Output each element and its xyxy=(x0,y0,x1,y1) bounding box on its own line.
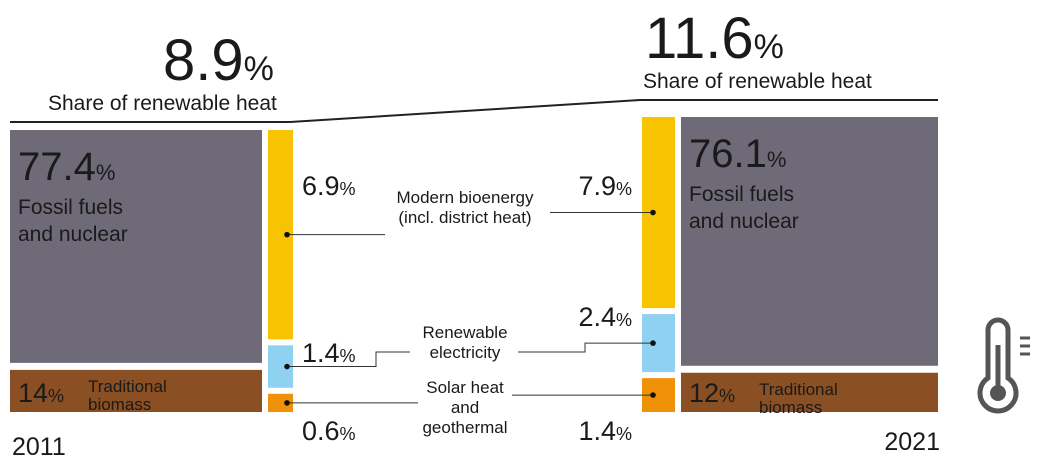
value: 6.9 xyxy=(302,171,340,201)
traditional-label: Traditional xyxy=(88,377,167,396)
year-label: 2021 xyxy=(884,428,940,456)
fossil-label: Fossil fuels xyxy=(689,183,794,206)
unit: % xyxy=(616,310,632,330)
unit: % xyxy=(767,147,787,172)
fossil-block xyxy=(10,130,262,363)
traditional-label: biomass xyxy=(88,395,151,414)
solar-value: 1.4% xyxy=(578,416,632,446)
connector-dot xyxy=(284,231,290,238)
unit: % xyxy=(340,424,356,444)
thermometer-icon xyxy=(977,317,1030,414)
share-label: Share of renewable heat xyxy=(48,92,277,115)
renewable-share: 11.6% xyxy=(645,6,784,71)
electricity-label: Renewable xyxy=(422,323,507,342)
value: 77.4 xyxy=(18,145,96,189)
connector-dot xyxy=(284,400,290,406)
value: 0.6 xyxy=(302,416,340,446)
modern-label: Modern bioenergy xyxy=(396,188,534,207)
electricity-value: 1.4% xyxy=(302,338,356,368)
fossil-block xyxy=(681,117,938,366)
fossil-label: Fossil fuels xyxy=(18,196,123,219)
header-rule xyxy=(10,99,938,123)
unit: % xyxy=(616,424,632,444)
unit: % xyxy=(48,386,64,406)
solar-value: 0.6% xyxy=(302,416,356,446)
traditional-value: 14% xyxy=(18,378,64,408)
connector-dot xyxy=(650,340,656,346)
value: 1.4 xyxy=(578,416,616,446)
traditional-value: 12% xyxy=(689,378,735,408)
electricity-label: electricity xyxy=(430,343,501,362)
value: 76.1 xyxy=(689,132,767,176)
fossil-value: 76.1% xyxy=(689,132,786,176)
modern-value: 6.9% xyxy=(302,171,356,201)
solar-label: geothermal xyxy=(422,418,507,437)
solar-label: Solar heat xyxy=(426,378,504,397)
unit: % xyxy=(616,179,632,199)
modern-label: (incl. district heat) xyxy=(398,208,531,227)
connector-dot xyxy=(650,209,656,216)
modern-value: 7.9% xyxy=(578,171,632,201)
unit: % xyxy=(96,160,116,185)
value: 7.9 xyxy=(578,171,616,201)
value: 11.6 xyxy=(645,6,754,71)
connector xyxy=(287,351,410,368)
connector-dot xyxy=(650,392,656,398)
value: 8.9 xyxy=(163,28,244,93)
traditional-block xyxy=(10,369,262,412)
solar-bar xyxy=(268,393,293,412)
traditional-block xyxy=(681,372,938,412)
year-label: 2011 xyxy=(12,433,66,460)
value: 1.4 xyxy=(302,338,340,368)
connector-dot xyxy=(284,363,290,370)
solar-label: and xyxy=(451,398,479,417)
unit: % xyxy=(244,50,274,88)
traditional-label: biomass xyxy=(759,398,822,417)
value: 14 xyxy=(18,378,48,408)
unit: % xyxy=(340,179,356,199)
electricity-value: 2.4% xyxy=(578,302,632,332)
value: 12 xyxy=(689,378,719,408)
fossil-value: 77.4% xyxy=(18,145,115,189)
unit: % xyxy=(754,28,784,66)
connector xyxy=(518,342,653,353)
share-label: Share of renewable heat xyxy=(643,70,872,93)
fossil-label: and nuclear xyxy=(18,223,128,246)
traditional-label: Traditional xyxy=(759,380,838,399)
renewable-share: 8.9% xyxy=(163,28,274,93)
value: 2.4 xyxy=(578,302,616,332)
unit: % xyxy=(719,386,735,406)
fossil-label: and nuclear xyxy=(689,210,799,233)
unit: % xyxy=(340,346,356,366)
